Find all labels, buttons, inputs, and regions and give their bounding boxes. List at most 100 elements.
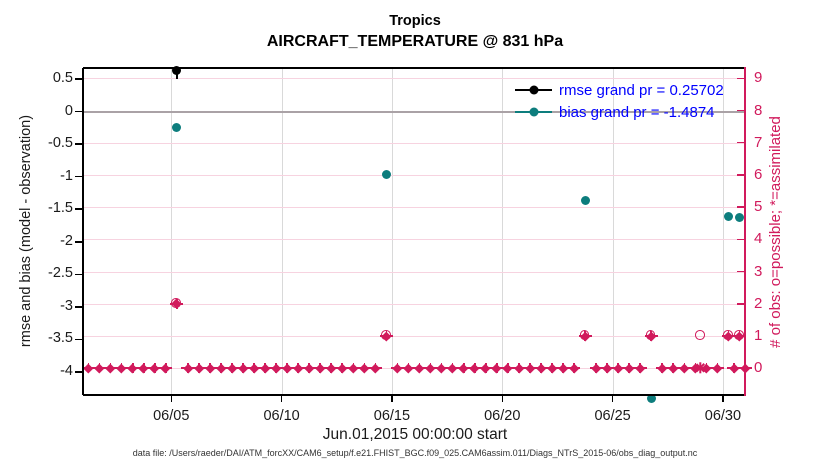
obs-zero-marker (424, 362, 438, 375)
obs-zero-marker (710, 362, 724, 375)
obs-zero-marker (490, 362, 504, 375)
left-axis-tick (75, 175, 83, 178)
obs-zero-marker (457, 362, 471, 375)
obs-zero-marker (148, 362, 162, 375)
obs-assimilated-marker (379, 329, 393, 342)
legend-label-bias: bias grand pr = -1.4874 (559, 103, 715, 121)
left-axis-tick (75, 306, 83, 308)
x-tick-label: 06/25 (594, 408, 631, 424)
right-tick-label: 2 (754, 294, 763, 312)
bias-point (381, 169, 391, 179)
left-tick-label: 0.5 (52, 70, 73, 86)
legend-dot-bias-icon (529, 107, 538, 117)
obs-zero-marker (468, 362, 482, 375)
obs-zero-marker (368, 362, 382, 375)
left-tick-label: -3 (60, 297, 73, 314)
right-tick-label: 1 (754, 326, 763, 344)
legend-dot-rmse-icon (529, 85, 538, 95)
obs-zero-marker (611, 362, 625, 375)
left-tick-label: -0.5 (48, 135, 73, 152)
obs-zero-marker (302, 362, 316, 375)
obs-assimilated-marker (721, 329, 735, 342)
right-axis-tick (737, 206, 745, 208)
right-axis-tick (737, 238, 745, 241)
left-axis-tick (75, 110, 83, 113)
x-tick (611, 395, 614, 402)
right-tick-label: 4 (754, 230, 763, 248)
right-axis-tick (737, 109, 745, 112)
obs-zero-marker (727, 362, 741, 375)
y-gridline (83, 303, 745, 305)
obs-zero-marker (567, 362, 581, 375)
obs-zero-marker (346, 362, 360, 375)
obs-zero-marker (324, 362, 338, 375)
bias-point (646, 393, 656, 403)
obs-zero-marker (335, 362, 349, 375)
right-axis-tick (737, 174, 745, 176)
obs-zero-marker (269, 362, 283, 375)
obs-zero-marker (545, 362, 559, 375)
left-axis-tick (75, 208, 83, 210)
y-gridline (83, 142, 745, 144)
x-tick (391, 395, 393, 402)
obs-zero-marker (126, 362, 140, 375)
x-gridline (612, 68, 614, 395)
right-tick-label: 3 (754, 262, 763, 280)
y-gridline (83, 239, 745, 241)
obs-zero-marker (633, 362, 647, 375)
axis-spine-top (83, 67, 745, 69)
x-gridline (722, 68, 724, 395)
obs-zero-marker (280, 362, 294, 375)
obs-zero-marker (435, 362, 449, 375)
x-gridline (391, 68, 393, 395)
left-tick-label: -2 (60, 232, 73, 249)
rmse-point (172, 66, 182, 76)
obs-assimilated-marker (732, 329, 746, 342)
obs-zero-marker (413, 362, 427, 375)
x-gridline (502, 68, 504, 395)
x-tick (280, 395, 283, 402)
legend-item-rmse: rmse grand pr = 0.25702 (515, 79, 724, 101)
x-gridline (171, 68, 173, 395)
bias-point (723, 211, 733, 221)
obs-zero-marker (236, 362, 250, 375)
x-tick-label: 06/20 (484, 408, 521, 424)
obs-zero-marker (523, 362, 537, 375)
left-tick-label: -1.5 (48, 200, 73, 217)
obs-zero-marker (666, 362, 680, 375)
obs-zero-marker (93, 362, 107, 375)
left-axis-tick (75, 78, 83, 80)
obs-zero-marker (203, 362, 217, 375)
obs-zero-marker (446, 362, 460, 375)
obs-zero-marker (390, 362, 404, 375)
right-axis-tick (737, 141, 745, 144)
left-tick-label: -4 (60, 363, 73, 379)
obs-assimilated-marker (578, 329, 592, 342)
obs-zero-marker (104, 362, 118, 375)
axis-spine-bottom (83, 394, 745, 396)
obs-zero-marker (589, 362, 603, 375)
title-variable: AIRCRAFT_TEMPERATURE @ 831 hPa (266, 33, 564, 50)
right-axis-tick (737, 270, 745, 273)
left-tick-label: -3.5 (48, 330, 73, 347)
obs-assimilated-marker (644, 329, 658, 342)
left-tick-label: 0 (64, 102, 73, 119)
left-axis-tick (75, 241, 83, 243)
obs-zero-marker (137, 362, 151, 375)
obs-zero-marker (556, 362, 570, 375)
x-gridline (281, 68, 283, 395)
chart-title: Tropics AIRCRAFT_TEMPERATURE @ 831 hPa (0, 12, 830, 52)
obs-zero-marker (534, 362, 548, 375)
axis-spine-right (744, 67, 746, 396)
obs-zero-marker (291, 362, 305, 375)
obs-zero-marker (677, 362, 691, 375)
bias-point (172, 123, 182, 133)
legend-marker-rmse-icon (515, 85, 552, 95)
obs-zero-marker (82, 362, 96, 375)
obs-zero-marker (655, 362, 669, 375)
title-region: Tropics (389, 13, 441, 29)
right-axis-tick (737, 302, 745, 305)
obs-zero-marker (214, 362, 228, 375)
axis-spine-left (82, 68, 84, 395)
right-axis-tick (737, 77, 745, 80)
